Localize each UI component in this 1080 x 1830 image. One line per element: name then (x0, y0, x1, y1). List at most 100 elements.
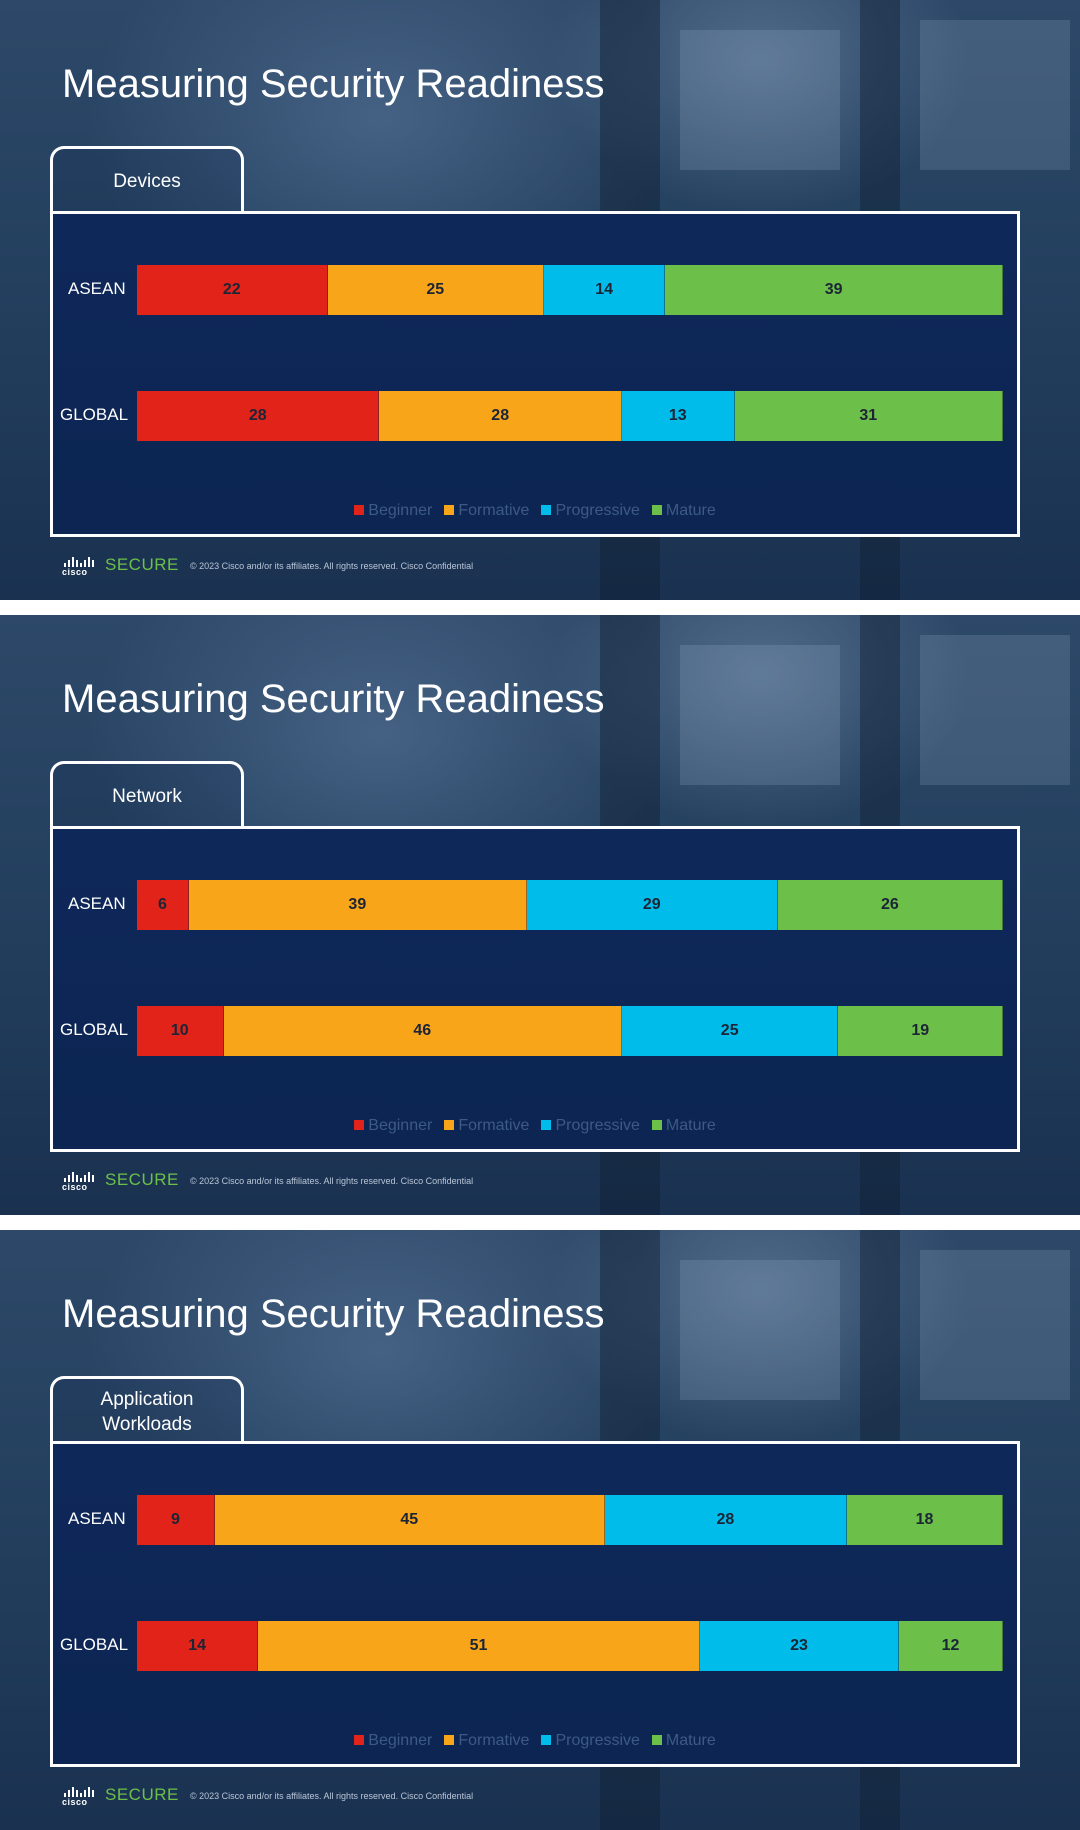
category-tab: Application Workloads (50, 1376, 244, 1444)
stacked-bar: 10 46 25 19 (137, 1006, 1003, 1056)
legend-label: Formative (458, 1732, 530, 1749)
category-label: ASEAN (68, 279, 126, 298)
copyright-text: © 2023 Cisco and/or its affiliates. All … (190, 1176, 474, 1186)
legend-label: Progressive (555, 1117, 640, 1134)
legend-item: Mature (651, 1732, 716, 1750)
legend-label: Formative (458, 1117, 530, 1134)
bar-segment-formative: 46 (223, 1006, 622, 1056)
legend-label: Progressive (555, 502, 640, 519)
bar-segment-mature: 18 (847, 1495, 1003, 1545)
category-tab-label: Application Workloads (100, 1388, 194, 1435)
category-label: GLOBAL (60, 1635, 129, 1654)
copyright-text: © 2023 Cisco and/or its affiliates. All … (190, 561, 474, 571)
bar-segment-mature: 39 (665, 265, 1003, 315)
slide-title: Measuring Security Readiness (62, 1292, 605, 1336)
chart-legend: Beginner Formative Progressive Mature (53, 1732, 1017, 1750)
background-window (680, 30, 840, 170)
background-window (680, 1260, 840, 1400)
cisco-logo-icon: cisco (62, 1168, 96, 1192)
bar-segment-beginner: 28 (137, 391, 380, 441)
legend-swatch (354, 505, 365, 515)
legend-swatch (541, 1120, 552, 1130)
legend-swatch (541, 1735, 552, 1745)
secure-brand: SECURE (105, 1785, 179, 1804)
legend-item: Progressive (541, 1732, 640, 1750)
legend-label: Progressive (555, 1732, 640, 1749)
legend-item: Formative (444, 502, 529, 520)
legend-swatch (354, 1120, 365, 1130)
legend-item: Progressive (541, 502, 640, 520)
legend-label: Formative (458, 502, 530, 519)
legend-swatch (354, 1735, 365, 1745)
category-tab-label: Network (112, 786, 182, 807)
bar-segment-formative: 51 (258, 1621, 700, 1671)
background-window (920, 20, 1070, 170)
background-window (680, 645, 840, 785)
legend-label: Beginner (368, 502, 433, 519)
copyright-text: © 2023 Cisco and/or its affiliates. All … (190, 1791, 474, 1801)
background-window (920, 635, 1070, 785)
bar-segment-formative: 45 (214, 1495, 605, 1545)
legend-swatch (651, 505, 662, 515)
bar-segment-progressive: 23 (699, 1621, 900, 1671)
category-tab: Devices (50, 146, 244, 214)
category-label: ASEAN (68, 894, 126, 913)
bar-segment-progressive: 13 (621, 391, 735, 441)
stacked-bar: 14 51 23 12 (137, 1621, 1003, 1671)
category-tab-label: Devices (113, 171, 181, 192)
bar-segment-mature: 19 (838, 1006, 1003, 1056)
bar-segment-formative: 28 (379, 391, 622, 441)
background-window (920, 1250, 1070, 1400)
chart-legend: Beginner Formative Progressive Mature (53, 1117, 1017, 1135)
bar-segment-formative: 39 (188, 880, 527, 930)
legend-swatch (444, 505, 455, 515)
legend-label: Mature (665, 1732, 716, 1749)
legend-item: Beginner (354, 502, 432, 520)
legend-item: Beginner (354, 1117, 432, 1135)
cisco-logo-text: cisco (62, 1182, 88, 1192)
bar-segment-formative: 25 (327, 265, 545, 315)
legend-swatch (651, 1120, 662, 1130)
legend-item: Formative (444, 1732, 529, 1750)
bar-segment-progressive: 25 (621, 1006, 839, 1056)
chart-panel: ASEAN 9 45 28 18 GLOBAL 14 51 23 12 Beginner Format… (50, 1441, 1020, 1767)
bar-segment-progressive: 29 (526, 880, 778, 930)
stacked-bar: 6 39 29 26 (137, 880, 1003, 930)
legend-label: Mature (665, 502, 716, 519)
legend-swatch (541, 505, 552, 515)
bar-segment-progressive: 14 (544, 265, 666, 315)
bar-segment-mature: 26 (777, 880, 1003, 930)
slide-title: Measuring Security Readiness (62, 62, 605, 106)
bar-segment-beginner: 6 (137, 880, 189, 930)
stacked-bar: 22 25 14 39 (137, 265, 1003, 315)
legend-swatch (444, 1120, 455, 1130)
bar-segment-beginner: 10 (137, 1006, 224, 1056)
chart-panel: ASEAN 22 25 14 39 GLOBAL 28 28 13 31 Beginner Forma… (50, 211, 1020, 537)
bar-segment-progressive: 28 (604, 1495, 848, 1545)
bar-segment-mature: 12 (899, 1621, 1003, 1671)
chart-panel: ASEAN 6 39 29 26 GLOBAL 10 46 25 19 Beginner Format… (50, 826, 1020, 1152)
legend-label: Beginner (368, 1732, 433, 1749)
legend-label: Mature (665, 1117, 716, 1134)
secure-brand: SECURE (105, 1170, 179, 1189)
secure-brand: SECURE (105, 555, 179, 574)
slide: Measuring Security Readiness Network ASE… (0, 615, 1080, 1215)
category-label: GLOBAL (60, 1020, 129, 1039)
category-label: GLOBAL (60, 405, 129, 424)
category-tab: Network (50, 761, 244, 829)
bar-segment-beginner: 22 (137, 265, 328, 315)
bar-segment-mature: 31 (734, 391, 1003, 441)
stacked-bar: 28 28 13 31 (137, 391, 1003, 441)
legend-swatch (651, 1735, 662, 1745)
cisco-logo-icon: cisco (62, 553, 96, 577)
legend-item: Progressive (541, 1117, 640, 1135)
legend-item: Mature (651, 502, 716, 520)
stacked-bar: 9 45 28 18 (137, 1495, 1003, 1545)
legend-item: Beginner (354, 1732, 432, 1750)
category-label: ASEAN (68, 1509, 126, 1528)
legend-item: Formative (444, 1117, 529, 1135)
bar-segment-beginner: 14 (137, 1621, 259, 1671)
slide: Measuring Security Readiness Application… (0, 1230, 1080, 1830)
legend-item: Mature (651, 1117, 716, 1135)
slide-title: Measuring Security Readiness (62, 677, 605, 721)
